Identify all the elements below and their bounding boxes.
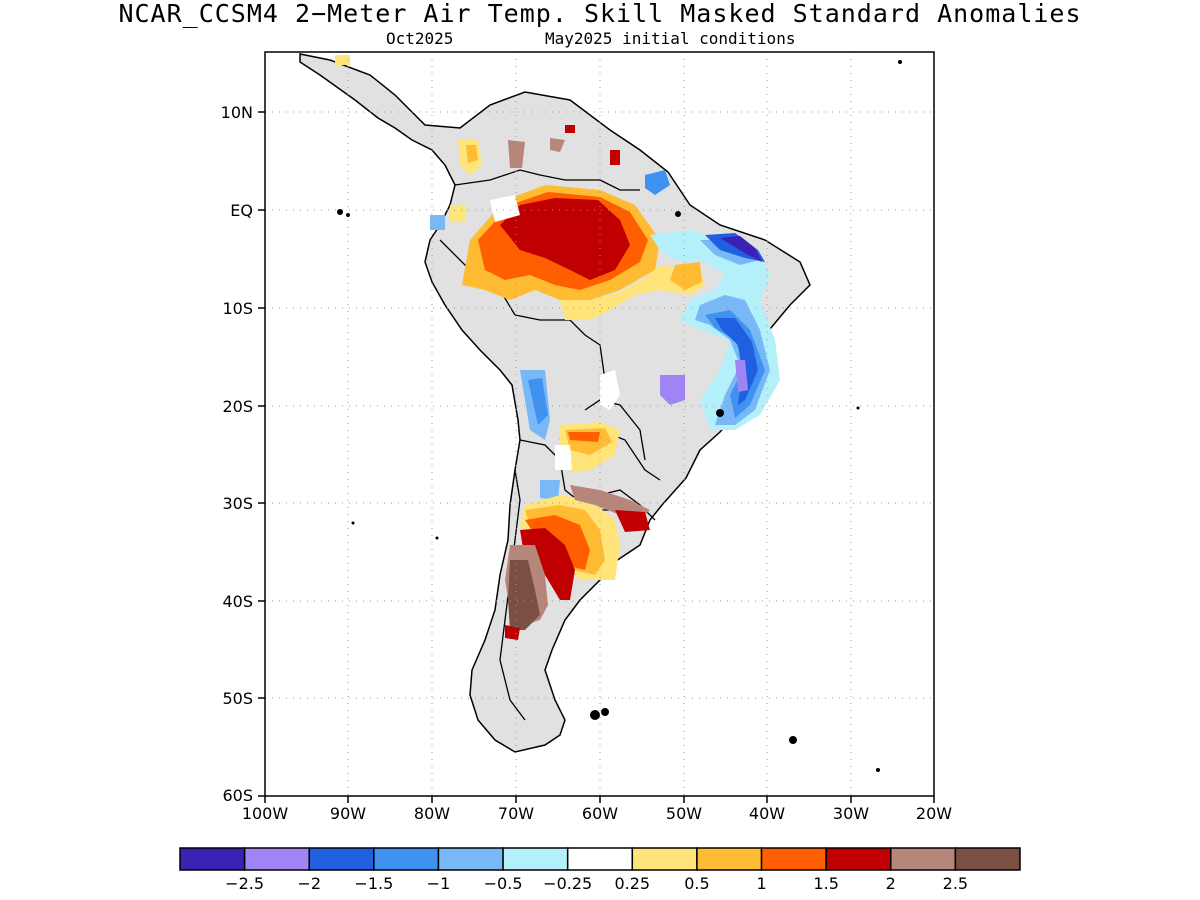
- graticule: [265, 52, 934, 796]
- lat-label: 10N: [221, 103, 253, 122]
- colorbar-label: 0.25: [614, 874, 650, 893]
- lat-label: EQ: [230, 201, 253, 220]
- colorbar-swatch: [890, 847, 957, 871]
- lon-label: 30W: [833, 804, 869, 823]
- colorbar-swatch: [373, 847, 440, 871]
- islands: [337, 60, 902, 772]
- colorbar: [179, 847, 1021, 871]
- colorbar-swatch: [243, 847, 310, 871]
- lat-label: 40S: [222, 592, 253, 611]
- map-area: [265, 52, 934, 796]
- colorbar-label: −0.25: [543, 874, 592, 893]
- colorbar-label: −2: [297, 874, 321, 893]
- colorbar-swatch: [631, 847, 698, 871]
- lon-label: 100W: [242, 804, 289, 823]
- colorbar-labels: −2.5 −2 −1.5 −1 −0.5 −0.25 0.25 0.5 1 1.5 2 2.5: [225, 874, 968, 893]
- tick-marks: [258, 111, 935, 803]
- lat-labels: 10N EQ 10S 20S 30S 40S 50S 60S: [221, 103, 253, 805]
- colorbar-swatch: [825, 847, 892, 871]
- lat-label: 50S: [222, 689, 253, 708]
- colorbar-swatch: [437, 847, 504, 871]
- lon-label: 90W: [330, 804, 366, 823]
- south-america-land: [299, 53, 811, 753]
- colorbar-swatch: [566, 847, 634, 871]
- lat-label: 20S: [222, 397, 253, 416]
- colorbar-label: −2.5: [225, 874, 264, 893]
- lon-label: 60W: [582, 804, 618, 823]
- forecast-month: Oct2025: [386, 29, 454, 48]
- lat-label: 10S: [222, 299, 253, 318]
- lat-label: 60S: [222, 786, 253, 805]
- colorbar-label: 1.5: [813, 874, 838, 893]
- colorbar-swatch: [696, 847, 763, 871]
- colorbar-swatch: [179, 847, 246, 871]
- anomaly-shading: [335, 55, 780, 640]
- lon-label: 20W: [916, 804, 952, 823]
- lon-labels: 100W 90W 80W 70W 60W 50W 40W 30W 20W: [242, 804, 952, 823]
- colorbar-swatch: [502, 847, 569, 871]
- colorbar-label: 2: [886, 874, 896, 893]
- colorbar-swatch: [954, 847, 1021, 871]
- colorbar-label: 0.5: [684, 874, 709, 893]
- lon-label: 70W: [498, 804, 534, 823]
- lat-label: 30S: [222, 494, 253, 513]
- colorbar-label: −1: [427, 874, 451, 893]
- colorbar-label: −1.5: [354, 874, 393, 893]
- lon-label: 50W: [666, 804, 702, 823]
- colorbar-label: 1: [756, 874, 766, 893]
- colorbar-swatch: [760, 847, 827, 871]
- map-title: NCAR_CCSM4 2−Meter Air Temp. Skill Maske…: [118, 0, 1082, 28]
- lon-label: 40W: [749, 804, 785, 823]
- colorbar-label: 2.5: [943, 874, 968, 893]
- lon-label: 80W: [414, 804, 450, 823]
- colorbar-label: −0.5: [484, 874, 523, 893]
- initial-conditions: May2025 initial conditions: [545, 29, 796, 48]
- colorbar-swatch: [308, 847, 375, 871]
